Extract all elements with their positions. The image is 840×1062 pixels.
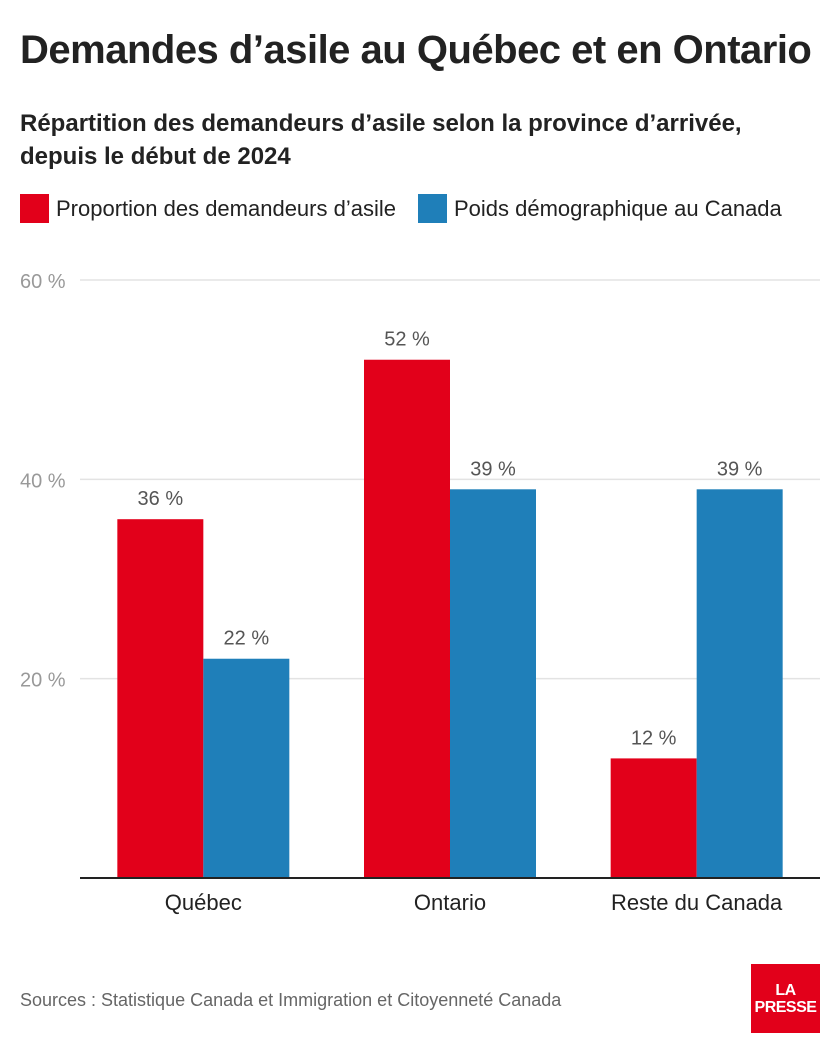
legend-item-demandeurs: Proportion des demandeurs d’asile	[20, 194, 396, 223]
bar-0-0	[117, 519, 204, 878]
value-label-1-0: 52 %	[384, 329, 430, 351]
legend-swatch-red	[20, 194, 49, 223]
logo-line-1: LA	[775, 981, 796, 999]
source-note: Sources : Statistique Canada et Immigrat…	[20, 990, 562, 1010]
x-tick-label-2: Reste du Canada	[611, 890, 783, 915]
legend-swatch-blue	[417, 194, 447, 223]
y-tick-label-20: 20 %	[20, 670, 66, 692]
value-label-0-1: 22 %	[224, 628, 270, 650]
value-label-2-0: 12 %	[631, 727, 677, 749]
logo-line-2: PRESSE	[754, 998, 817, 1016]
legend: Proportion des demandeurs d’asile Poids …	[20, 194, 804, 223]
chart-subtitle: Répartition des demandeurs d’asile selon…	[20, 110, 742, 170]
la-presse-logo: LA PRESSE	[751, 964, 820, 1033]
bar-1-1	[450, 489, 536, 878]
x-tick-label-1: Ontario	[414, 890, 486, 915]
value-label-1-1: 39 %	[470, 458, 516, 480]
bar-0-1	[203, 658, 290, 878]
value-label-2-1: 39 %	[717, 458, 763, 480]
bar-chart: 20 % 40 % 60 % 36 % 22 % Québec 52 % 39 % Ontari…	[20, 271, 820, 915]
value-label-0-0: 36 %	[138, 488, 184, 510]
chart-title: Demandes d’asile au Québec et en Ontario	[20, 28, 812, 72]
legend-item-poids: Poids démographique au Canada	[417, 194, 782, 223]
x-tick-label-0: Québec	[165, 890, 242, 915]
bar-2-1	[696, 489, 783, 878]
bar-2-0	[610, 758, 697, 878]
bar-1-0	[364, 359, 450, 878]
legend-label-poids: Poids démographique au Canada	[453, 195, 782, 221]
legend-label-demandeurs: Proportion des demandeurs d’asile	[56, 195, 396, 221]
y-tick-label-40: 40 %	[20, 470, 66, 492]
y-tick-label-60: 60 %	[20, 271, 66, 293]
